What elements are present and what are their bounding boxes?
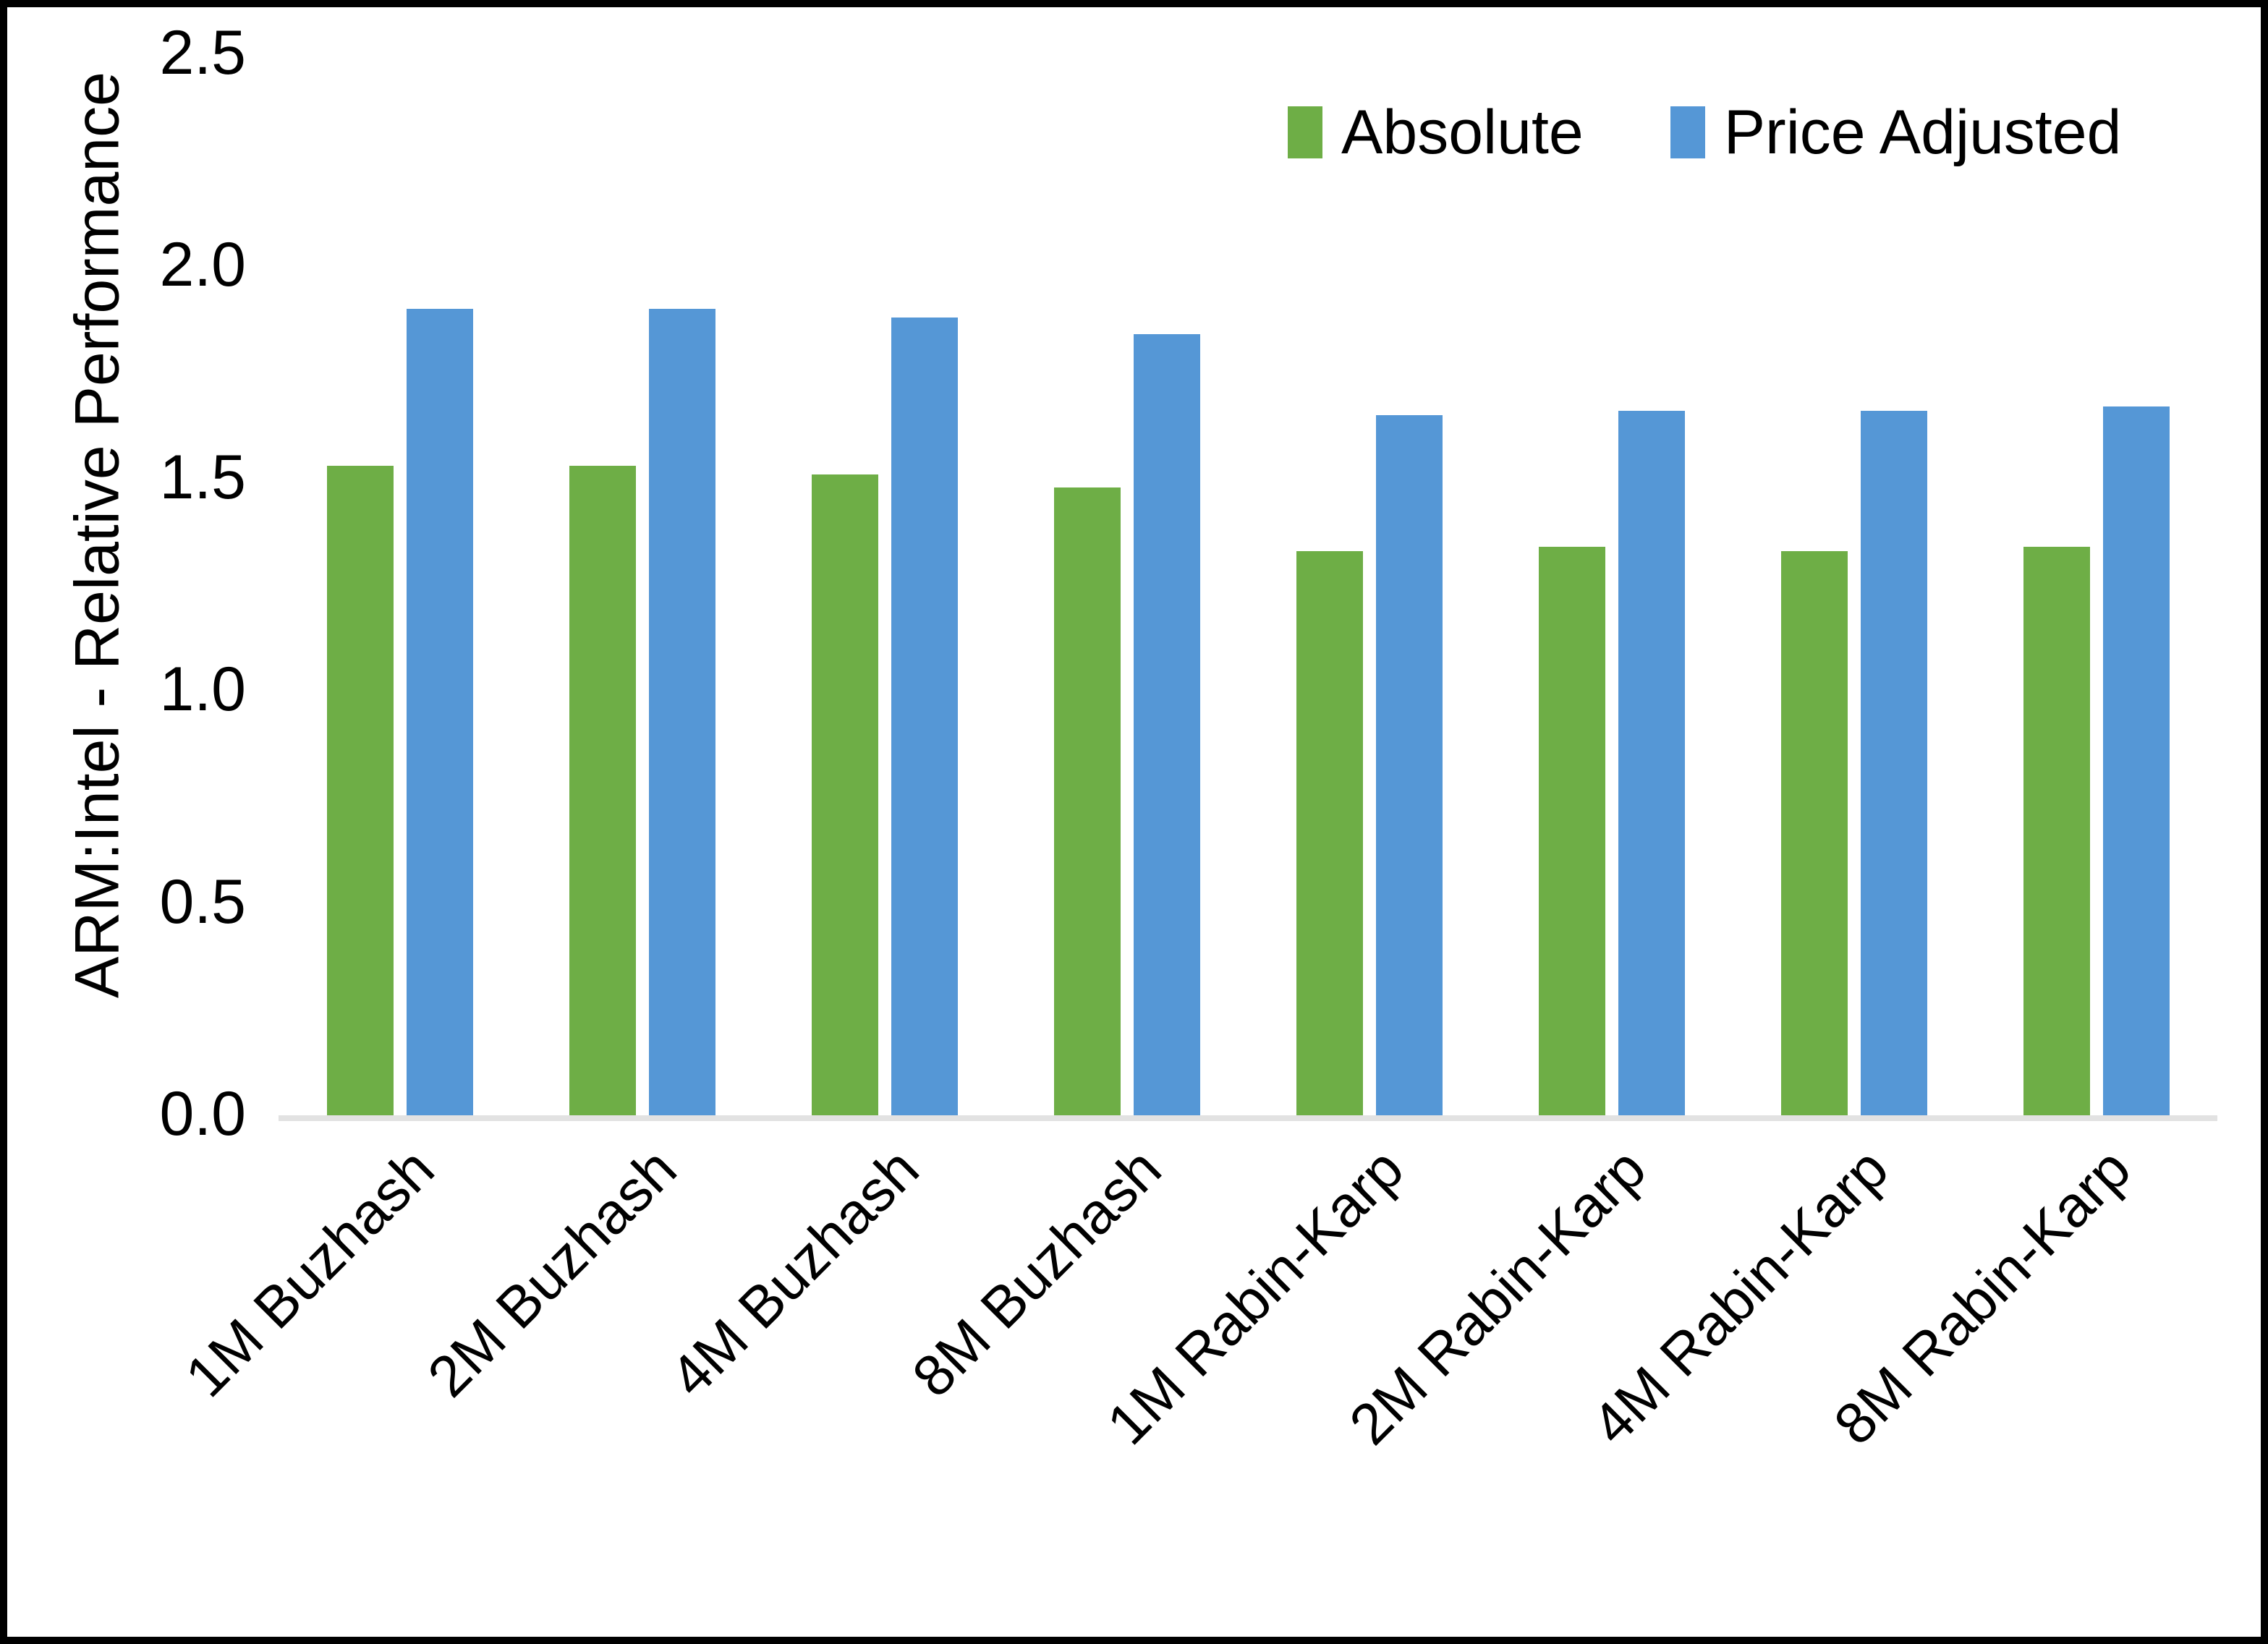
y-axis-tick-label: 2.5 (159, 18, 246, 88)
bar-group (811, 54, 958, 1115)
bar-price-adjusted[interactable] (2102, 406, 2170, 1115)
bar-price-adjusted[interactable] (648, 309, 715, 1115)
bar-group (2023, 54, 2170, 1115)
bar-group (1296, 54, 1443, 1115)
bar-group (569, 54, 715, 1115)
bar-absolute[interactable] (811, 474, 878, 1115)
y-axis-tick-label: 0.5 (159, 866, 246, 937)
bar-absolute[interactable] (1780, 550, 1848, 1115)
bar-absolute[interactable] (2023, 546, 2090, 1115)
bar-group (1053, 54, 1200, 1115)
bar-absolute[interactable] (1296, 550, 1363, 1115)
bar-price-adjusted[interactable] (1860, 410, 1927, 1115)
bar-price-adjusted[interactable] (1133, 334, 1200, 1115)
y-axis-tick-label: 2.0 (159, 230, 246, 300)
bar-group (326, 54, 473, 1115)
legend-swatch-icon (1288, 106, 1322, 158)
legend-label: Absolute (1341, 98, 1584, 167)
y-axis-tick-label: 1.0 (159, 655, 246, 725)
bar-group (1538, 54, 1685, 1115)
legend-item[interactable]: Price Adjusted (1670, 98, 2122, 167)
bar-absolute[interactable] (1538, 546, 1605, 1115)
bar-absolute[interactable] (326, 466, 394, 1115)
bar-absolute[interactable] (1053, 487, 1121, 1115)
chart-legend: Absolute Price Adjusted (1288, 101, 2121, 163)
bar-absolute[interactable] (569, 466, 636, 1115)
bar-price-adjusted[interactable] (1618, 410, 1685, 1115)
x-axis-line (279, 1115, 2217, 1121)
plot-area (279, 54, 2217, 1115)
legend-label: Price Adjusted (1723, 98, 2122, 167)
bar-price-adjusted[interactable] (406, 309, 473, 1115)
legend-swatch-icon (1670, 106, 1705, 158)
y-axis-tick-label: 1.5 (159, 442, 246, 512)
bar-price-adjusted[interactable] (1375, 414, 1443, 1115)
bar-group (1780, 54, 1927, 1115)
legend-item[interactable]: Absolute (1288, 101, 1584, 163)
y-axis-tick-label: 0.0 (159, 1079, 246, 1149)
bar-price-adjusted[interactable] (891, 317, 958, 1115)
